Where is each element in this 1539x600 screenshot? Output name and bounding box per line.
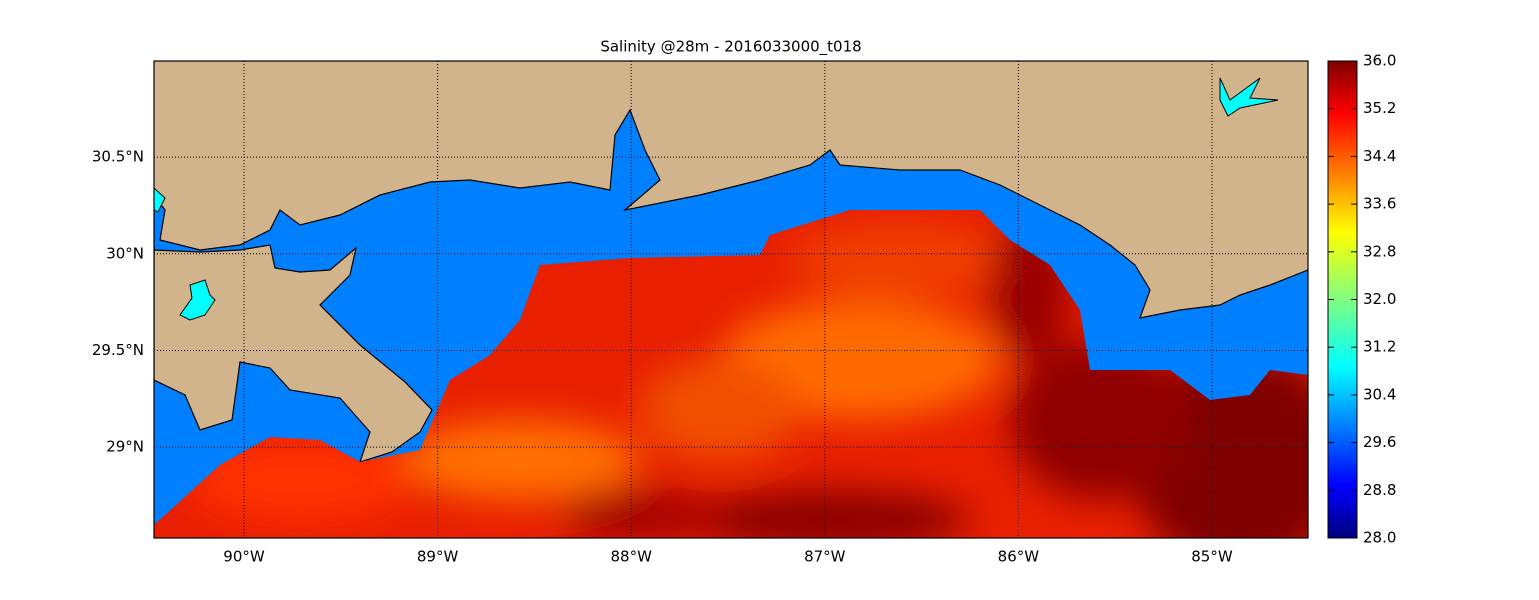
lake — [154, 187, 166, 213]
colorbar-tick-label: 33.6 — [1363, 195, 1396, 213]
colorbar-tick-label: 30.4 — [1363, 385, 1396, 403]
colorbar-tick-label: 28.0 — [1363, 529, 1396, 547]
grid — [154, 61, 1308, 538]
x-tick-label: 88°W — [610, 548, 652, 566]
y-tick-label: 30°N — [106, 244, 144, 262]
colorbar-tick-label: 28.8 — [1363, 481, 1396, 499]
x-tick-label: 87°W — [804, 548, 846, 566]
colorbar-tick-label: 35.2 — [1363, 99, 1396, 117]
x-tick-label: 85°W — [1191, 548, 1233, 566]
x-tick-label: 90°W — [223, 548, 265, 566]
delta-land — [154, 244, 433, 463]
lake — [1219, 77, 1279, 117]
x-tick-label: 86°W — [998, 548, 1040, 566]
map-title: Salinity @28m - 2016033000_t018 — [600, 38, 861, 57]
colorbar-tick-label: 36.0 — [1363, 52, 1396, 70]
colorbar-tick-label: 32.0 — [1363, 290, 1396, 308]
map-area — [154, 61, 1308, 538]
y-tick-label: 30.5°N — [92, 148, 144, 166]
lake — [179, 279, 216, 321]
colorbar-tick-label: 34.4 — [1363, 147, 1396, 165]
y-tick-label: 29.5°N — [92, 341, 144, 359]
colorbar-tick-label: 32.8 — [1363, 242, 1396, 260]
y-tick-label: 29°N — [106, 438, 144, 456]
colorbar-tick-label: 29.6 — [1363, 433, 1396, 451]
x-tick-label: 89°W — [417, 548, 459, 566]
colorbar-tick-label: 31.2 — [1363, 338, 1396, 356]
map-frame — [153, 60, 1309, 539]
